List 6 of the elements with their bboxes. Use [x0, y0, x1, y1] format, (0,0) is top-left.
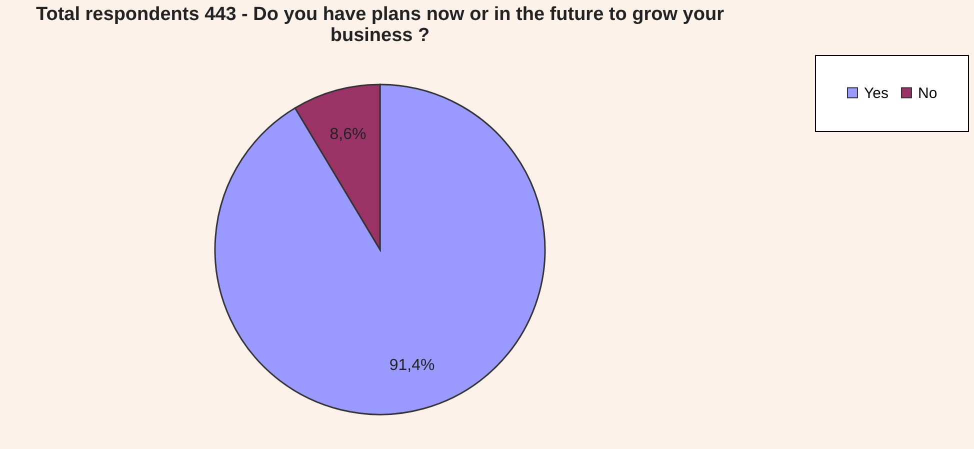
legend-label: No [918, 84, 938, 102]
data-label: 91,4% [389, 357, 435, 374]
pie-slice [214, 84, 546, 416]
chart-title: Total respondents 443 - Do you have plans now or in the future to grow your business ? [36, 4, 725, 46]
legend-label: Yes [864, 84, 888, 102]
data-label: 8,6% [330, 126, 366, 143]
